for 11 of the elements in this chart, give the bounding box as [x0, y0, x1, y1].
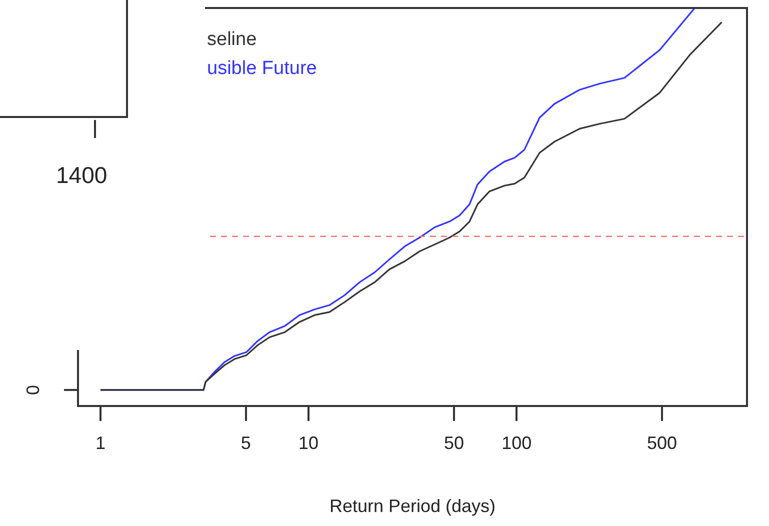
x-tick-label: 1: [95, 432, 106, 453]
x-tick-label: 100: [502, 432, 532, 453]
text: seline: [207, 29, 257, 50]
annotation: 1400: [56, 162, 108, 189]
x-tick-label: 50: [444, 432, 464, 453]
x-tick-label: 10: [298, 432, 319, 453]
x-tick-label: 5: [240, 432, 251, 453]
text: 0: [22, 384, 43, 395]
x-tick-label: 500: [647, 432, 678, 453]
x-axis-title: Return Period (days): [329, 496, 496, 516]
text: usible Future: [207, 58, 317, 80]
